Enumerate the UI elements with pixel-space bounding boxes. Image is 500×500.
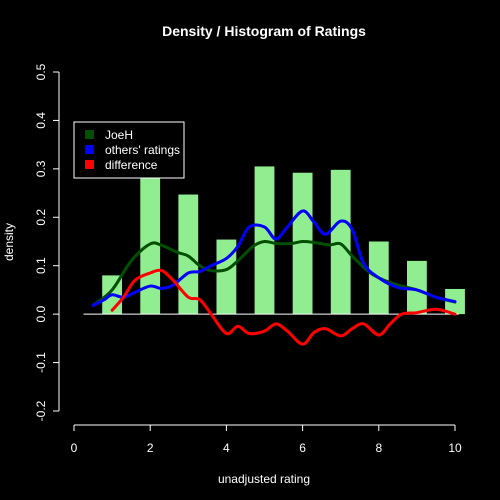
y-tick-label: 0.1	[34, 257, 48, 274]
histogram-bar	[292, 172, 313, 315]
y-tick-label: -0.2	[34, 400, 48, 421]
y-tick-label: 0.0	[34, 305, 48, 322]
x-tick-label: 4	[223, 441, 230, 455]
x-tick-label: 10	[448, 441, 462, 455]
chart-title: Density / Histogram of Ratings	[162, 23, 366, 39]
plot-area	[83, 166, 465, 346]
x-tick-label: 0	[71, 441, 78, 455]
series-line-others-ratings	[91, 209, 457, 307]
y-tick-label: 0.2	[34, 209, 48, 226]
x-axis-label: unadjusted rating	[218, 472, 310, 486]
x-tick-label: 6	[299, 441, 306, 455]
legend-swatch	[85, 160, 94, 169]
legend-swatch	[85, 145, 94, 154]
legend-swatch	[85, 130, 94, 139]
legend-label: difference	[105, 158, 158, 172]
series-line-difference	[110, 268, 457, 346]
histogram-bar	[330, 169, 351, 315]
axes: 0 2 4 6 8 10 -0.2 -0.1 0.0 0.1 0.2 0.3 0.4 0.5	[34, 63, 462, 455]
legend-label: others' ratings	[105, 143, 180, 157]
y-tick-label: 0.4	[34, 112, 48, 129]
histogram-bar	[216, 239, 237, 315]
histogram-bar	[406, 260, 427, 315]
legend-label: JoeH	[105, 128, 133, 142]
y-axis-label: density	[2, 223, 16, 261]
x-tick-label: 8	[375, 441, 382, 455]
y-tick-label: 0.5	[34, 63, 48, 80]
y-tick-label: -0.1	[34, 352, 48, 373]
x-tick-label: 2	[147, 441, 154, 455]
y-tick-label: 0.3	[34, 160, 48, 177]
